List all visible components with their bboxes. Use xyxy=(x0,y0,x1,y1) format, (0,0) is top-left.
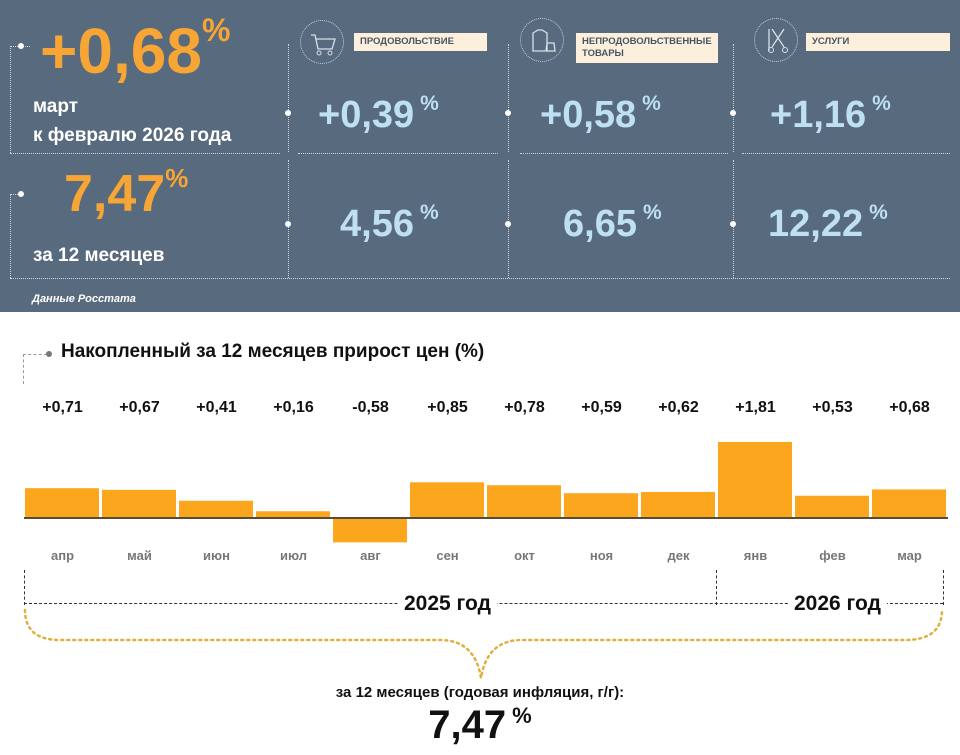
month-label: июл xyxy=(279,548,308,563)
data-label: +1,81 xyxy=(735,399,776,416)
category-tag-food: ПРОДОВОЛЬСТВИЕ xyxy=(354,33,487,51)
month-label: май xyxy=(127,548,152,563)
data-label: +0,41 xyxy=(196,399,237,416)
nonfood-monthly-value: +0,58% xyxy=(540,92,661,136)
bar-окт xyxy=(487,485,561,518)
bar-июн xyxy=(179,500,253,518)
category-tag-nonfood: НЕПРОДОВОЛЬСТВЕННЫЕ ТОВАРЫ xyxy=(576,33,718,63)
year-label-2026: 2026 год xyxy=(788,592,887,616)
year-label-2025: 2025 год xyxy=(398,592,497,616)
month-label: авг xyxy=(360,548,381,563)
source-note: Данные Росстата xyxy=(32,293,136,305)
month-label: янв xyxy=(743,548,768,563)
bar-апр xyxy=(25,488,99,518)
bar-июл xyxy=(256,511,330,518)
month-label: дек xyxy=(667,548,690,563)
data-label: +0,85 xyxy=(427,399,468,416)
data-label: +0,78 xyxy=(504,399,545,416)
bar-мар xyxy=(872,489,946,518)
data-label: +0,67 xyxy=(119,399,160,416)
bar-дек xyxy=(641,491,715,518)
summary-panel: +0,68% март к февралю 2026 года 7,47% за … xyxy=(0,0,960,312)
monthly-label: март к февралю 2026 года xyxy=(33,96,232,146)
bar-май xyxy=(102,489,176,518)
data-label: +0,53 xyxy=(812,399,853,416)
bar-ноя xyxy=(564,493,638,518)
chart-title: Накопленный за 12 месяцев прирост цен (%… xyxy=(61,341,485,362)
services-annual-value: 12,22% xyxy=(768,201,888,245)
data-label: -0,58 xyxy=(352,399,389,416)
clothing-bag-icon xyxy=(520,18,564,62)
category-tag-services: УСЛУГИ xyxy=(806,33,950,51)
data-label: +0,59 xyxy=(581,399,622,416)
monthly-inflation-value: +0,68% xyxy=(40,12,231,87)
bar-сен xyxy=(410,482,484,518)
month-label: окт xyxy=(514,548,535,563)
food-annual-value: 4,56% xyxy=(340,201,439,245)
services-monthly-value: +1,16% xyxy=(770,92,891,136)
bar-фев xyxy=(795,495,869,518)
month-label: сен xyxy=(436,548,459,563)
annual-label: за 12 месяцев xyxy=(33,245,165,266)
footer-label: за 12 месяцев (годовая инфляция, г/г): xyxy=(335,684,625,701)
annual-inflation-value: 7,47% xyxy=(64,162,189,223)
data-label: +0,16 xyxy=(273,399,314,416)
month-label: мар xyxy=(897,548,922,563)
shopping-cart-icon xyxy=(300,20,344,64)
data-label: +0,68 xyxy=(889,399,930,416)
month-label: фев xyxy=(819,548,846,563)
bar-янв xyxy=(718,441,792,518)
comb-scissors-icon xyxy=(754,18,798,62)
food-monthly-value: +0,39% xyxy=(318,92,439,136)
brace xyxy=(23,608,944,679)
bar-авг xyxy=(333,518,407,543)
month-label: июн xyxy=(203,548,230,563)
month-label: ноя xyxy=(589,548,614,563)
nonfood-annual-value: 6,65% xyxy=(563,201,662,245)
month-label: апр xyxy=(50,548,75,563)
data-label: +0,62 xyxy=(658,399,699,416)
data-label: +0,71 xyxy=(42,399,83,416)
footer-annual-value: 7,47% xyxy=(428,703,532,747)
